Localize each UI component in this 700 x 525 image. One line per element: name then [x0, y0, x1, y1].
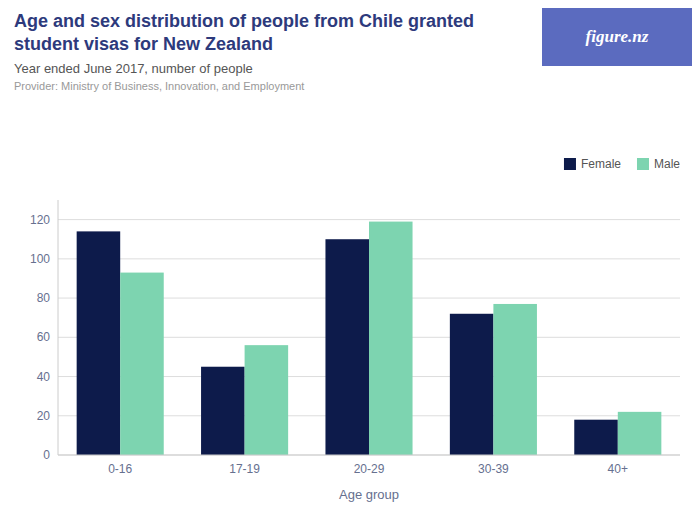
bar — [325, 239, 369, 455]
chart: 0 20 40 60 80 100 120 0-16 17-19 20-29 30-39 40+ Age… — [0, 0, 700, 525]
legend-label: Male — [654, 157, 680, 171]
legend-swatch — [564, 158, 576, 170]
provider: Provider: Ministry of Business, Innovati… — [14, 80, 544, 92]
grid-line — [58, 455, 680, 456]
y-tick-label: 0 — [43, 448, 50, 462]
grid — [58, 220, 680, 455]
bar — [369, 222, 413, 455]
grid-line — [58, 219, 680, 220]
x-tick-label: 17-19 — [229, 462, 260, 476]
x-axis-label: Age group — [339, 487, 399, 502]
bar — [574, 420, 618, 455]
bar — [77, 231, 121, 455]
bars — [77, 222, 662, 455]
y-tick-label: 40 — [37, 370, 51, 384]
bar — [450, 314, 494, 455]
x-axis-line — [58, 455, 680, 456]
bar — [201, 367, 245, 455]
x-tick-label: 40+ — [608, 462, 628, 476]
x-tick-label: 20-29 — [354, 462, 385, 476]
legend-swatch — [637, 158, 649, 170]
bar — [493, 304, 537, 455]
bar — [120, 273, 164, 455]
x-tick-label: 30-39 — [478, 462, 509, 476]
logo: figure.nz — [542, 8, 692, 66]
header: Age and sex distribution of people from … — [14, 10, 544, 92]
bar — [245, 345, 289, 455]
subtitle: Year ended June 2017, number of people — [14, 61, 544, 76]
y-tick-label: 120 — [30, 213, 50, 227]
y-tick-label: 60 — [37, 330, 51, 344]
legend: Female Male — [564, 157, 680, 171]
bar — [618, 412, 662, 455]
y-axis-line — [58, 200, 59, 455]
y-tick-label: 100 — [30, 252, 50, 266]
y-tick-label: 80 — [37, 291, 51, 305]
x-tick-label: 0-16 — [108, 462, 132, 476]
y-tick-label: 20 — [37, 409, 51, 423]
title: Age and sex distribution of people from … — [14, 10, 544, 55]
legend-label: Female — [581, 157, 621, 171]
